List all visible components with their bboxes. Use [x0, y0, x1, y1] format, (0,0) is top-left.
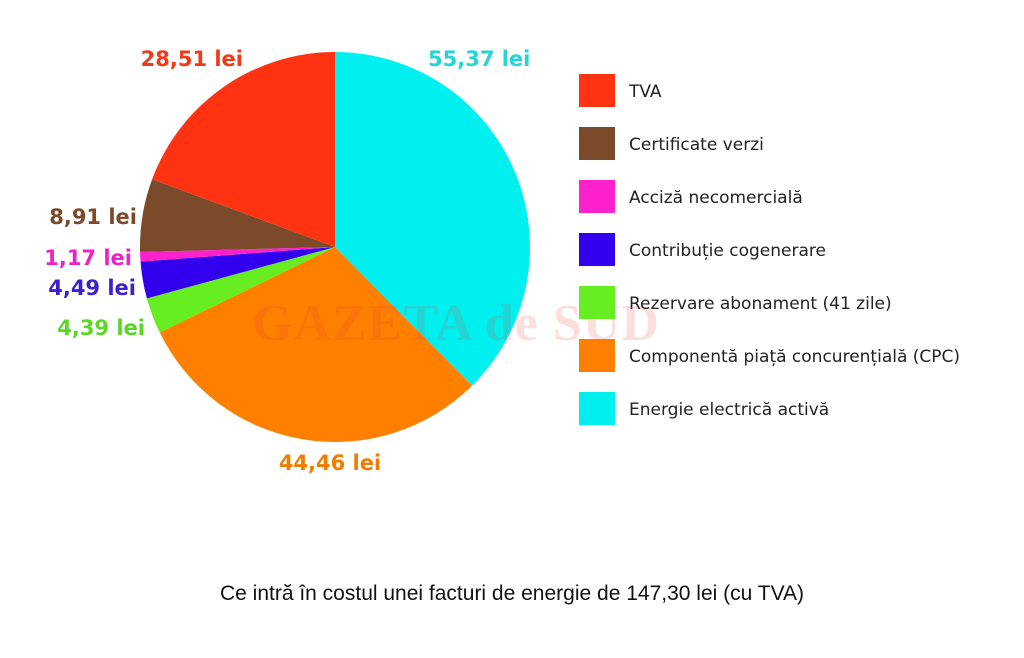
legend-label: Rezervare abonament (41 zile): [629, 294, 892, 314]
slice-value-label: 8,91 lei: [49, 205, 137, 229]
pie-slice: [335, 52, 530, 386]
legend-label: Certificate verzi: [629, 135, 764, 155]
legend-swatch: [579, 233, 615, 266]
pie-slice: [140, 247, 335, 262]
slice-value-label: 4,39 lei: [57, 316, 145, 340]
legend-swatch: [579, 180, 615, 213]
legend-item: Contribuție cogenerare: [579, 233, 999, 269]
legend-item: Energie electrică activă: [579, 392, 999, 428]
slice-value-label: 1,17 lei: [44, 246, 132, 270]
legend-item: TVA: [579, 74, 999, 110]
chart-title: Ce intră în costul unei facturi de energ…: [219, 582, 805, 605]
slice-value-label: 28,51 lei: [141, 47, 243, 71]
slice-value-label: 55,37 lei: [428, 47, 530, 71]
legend-label: TVA: [629, 82, 662, 102]
pie-slice: [139, 179, 335, 252]
legend-swatch: [579, 127, 615, 160]
slice-value-label: 44,46 lei: [279, 451, 381, 475]
legend-label: Contribuție cogenerare: [629, 241, 826, 261]
slice-value-label: 4,49 lei: [48, 276, 136, 300]
pie-slice: [140, 247, 335, 299]
legend-item: Certificate verzi: [579, 127, 999, 163]
legend-label: Acciză necomercială: [629, 188, 803, 208]
legend-item: Acciză necomercială: [579, 180, 999, 216]
legend-label: Componentă piață concurențială (CPC): [629, 347, 961, 367]
legend-swatch: [579, 286, 615, 319]
pie-slices: [139, 52, 530, 442]
legend-label: Energie electrică activă: [629, 400, 830, 420]
legend-item: Rezervare abonament (41 zile): [579, 286, 999, 322]
legend-swatch: [579, 74, 615, 107]
slice-labels: 55,37 lei 44,46 lei 4,39 lei 4,49 lei 1,17 l…: [44, 47, 530, 475]
pie-slice: [146, 247, 335, 333]
legend-swatch: [579, 339, 615, 372]
pie-slice: [152, 52, 335, 247]
legend-swatch: [579, 392, 615, 425]
pie-slice: [159, 247, 473, 442]
legend-item: Componentă piață concurențială (CPC): [579, 339, 999, 375]
